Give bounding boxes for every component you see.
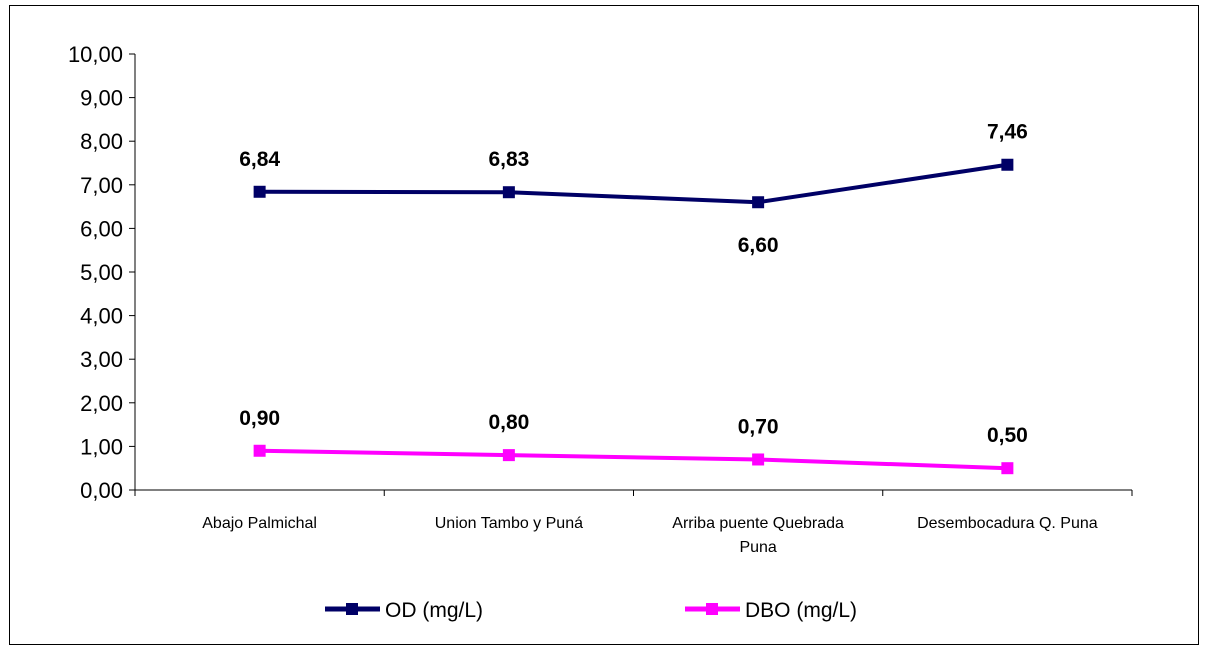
y-tick-label: 8,00 [80, 129, 123, 154]
legend-swatch-marker [706, 603, 718, 615]
series-line-1 [259, 448, 1008, 471]
y-tick-label: 5,00 [80, 260, 123, 285]
chart-frame [9, 5, 1199, 645]
data-label: 0,70 [738, 415, 779, 438]
data-point [253, 444, 266, 457]
x-category-label: Puna [739, 539, 776, 556]
legend-swatch-marker [346, 603, 358, 615]
data-point [752, 196, 765, 209]
y-tick-label: 9,00 [80, 86, 123, 111]
x-category-label: Abajo Palmichal [202, 515, 317, 532]
y-tick-label: 1,00 [80, 434, 123, 459]
legend-label: OD (mg/L) [385, 599, 483, 622]
y-tick-label: 4,00 [80, 304, 123, 329]
data-point [1001, 462, 1014, 475]
x-category-label: Desembocadura Q. Puna [917, 515, 1098, 532]
y-tick-label: 0,00 [80, 478, 123, 503]
y-tick-label: 6,00 [80, 216, 123, 241]
data-label: 0,80 [488, 411, 529, 434]
data-point [1001, 158, 1014, 171]
data-label: 0,90 [239, 407, 280, 430]
data-point [752, 453, 765, 466]
data-label: 6,83 [488, 148, 529, 171]
data-label: 6,60 [738, 234, 779, 257]
data-label: 0,50 [987, 424, 1028, 447]
y-tick-label: 2,00 [80, 391, 123, 416]
x-category-label: Arriba puente Quebrada [672, 515, 844, 532]
y-tick-label: 3,00 [80, 347, 123, 372]
data-label: 6,84 [239, 148, 280, 171]
legend-label: DBO (mg/L) [745, 599, 857, 622]
y-tick-label: 10,00 [68, 42, 123, 67]
data-point [502, 186, 515, 199]
data-point [502, 449, 515, 462]
y-tick-label: 7,00 [80, 173, 123, 198]
data-label: 7,46 [987, 121, 1028, 144]
series-line-0 [259, 162, 1008, 205]
data-point [253, 185, 266, 198]
x-category-label: Union Tambo y Puná [435, 515, 583, 532]
